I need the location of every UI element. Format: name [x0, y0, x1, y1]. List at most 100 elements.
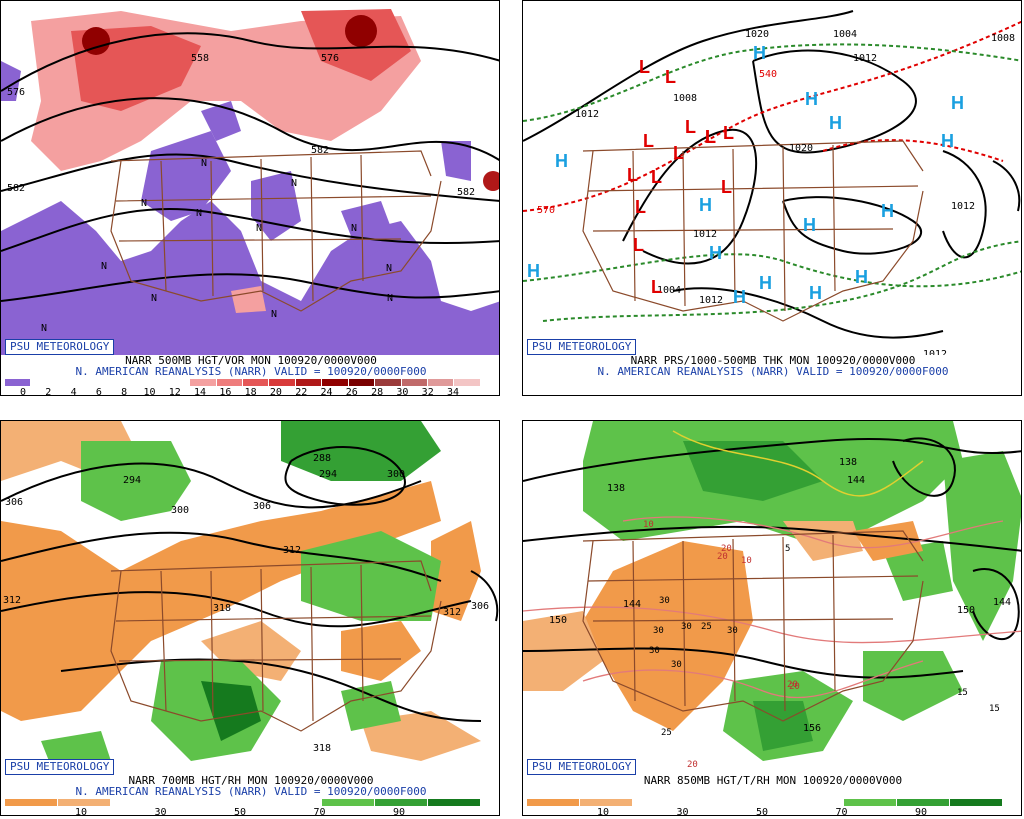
colorbar-tick: 30	[154, 807, 167, 816]
thickness-label: 540	[759, 69, 777, 80]
positive-vorticity-areas	[31, 9, 499, 313]
colorbar-tick: 10	[74, 807, 88, 816]
vorticity-marker: N	[196, 208, 202, 219]
colorbar-swatch	[190, 379, 217, 386]
contour-label: 582	[311, 145, 329, 156]
contour-label: 294	[123, 475, 141, 486]
colorbar-tick: 4	[70, 387, 77, 396]
colorbar-tick: 2	[45, 387, 52, 396]
height-label: 156	[803, 723, 821, 734]
temperature-label: 20	[717, 552, 728, 562]
isobar-label: 1012	[699, 295, 723, 306]
panel-subcaption: N. AMERICAN REANALYSIS (NARR) VALID = 10…	[597, 365, 949, 378]
high-marker: H	[527, 261, 540, 281]
isobar-label: 1012	[853, 53, 877, 64]
low-marker: L	[627, 165, 638, 185]
colorbar-swatch	[527, 799, 580, 806]
low-marker: L	[651, 167, 662, 187]
political-borders	[110, 150, 442, 312]
temperature-labels: 10 10 20 20 5 30 30 30 25 30 30 30 25 20…	[643, 520, 1000, 770]
contour-label: 576	[321, 53, 339, 64]
high-marker: H	[699, 195, 712, 215]
colorbar-tick: 6	[95, 387, 102, 396]
low-marker: L	[635, 197, 646, 217]
height-labels: 138 138 144 150 150 144 156 144	[549, 457, 1011, 734]
contour-label: 576	[7, 87, 25, 98]
high-marker: H	[829, 113, 842, 133]
rh-colorbar	[5, 799, 482, 806]
colorbar-swatch	[428, 799, 482, 806]
contour-labels: 306 294 300 306 312 318 312 312 318 300 …	[3, 453, 489, 754]
temperature-label: 30	[649, 646, 660, 656]
colorbar-tick: 90	[914, 807, 928, 816]
colorbar-tick: 34	[446, 387, 460, 396]
psu-meteorology-badge: PSU METEOROLOGY	[527, 759, 637, 775]
vorticity-marker: N	[271, 309, 277, 320]
isobar-label: 1004	[833, 29, 857, 40]
colorbar-swatch	[375, 799, 429, 806]
political-borders	[110, 560, 442, 732]
contour-label: 300	[171, 505, 189, 516]
temperature-label: 30	[659, 596, 670, 606]
vorticity-marker: N	[41, 323, 47, 334]
isobar-label: 1012	[575, 109, 599, 120]
colorbar-tick: 8	[121, 387, 128, 396]
colorbar-swatch	[57, 379, 85, 386]
high-marker: H	[951, 93, 964, 113]
colorbar-swatch	[375, 379, 402, 386]
high-marker: H	[941, 131, 954, 151]
colorbar-swatch	[454, 379, 481, 386]
height-label: 150	[957, 605, 975, 616]
high-marker: H	[809, 283, 822, 303]
map-pressure-thickness: 1020 1004 1012 1012 1008 1020 1008 1012 …	[523, 1, 1021, 355]
colorbar-swatch	[791, 799, 845, 806]
colorbar-tick: 20	[269, 387, 282, 396]
high-marker: H	[759, 273, 772, 293]
isobars	[523, 10, 1021, 339]
height-contours	[1, 32, 499, 302]
temperature-label: 20	[687, 760, 698, 770]
colorbar-swatch	[242, 379, 270, 386]
isobar-label: 1008	[673, 93, 697, 104]
contour-label: 306	[253, 501, 271, 512]
panel-700mb-rh: 306 294 300 306 312 318 312 312 318 300 …	[0, 420, 500, 816]
temperature-label: 5	[785, 544, 790, 554]
low-marker: L	[705, 127, 716, 147]
zero-isotherm	[672, 430, 924, 497]
contour-label: 582	[457, 187, 475, 198]
contour-label: 306	[471, 601, 489, 612]
isobar-label: 1012	[923, 349, 947, 355]
contour-label: 558	[191, 53, 209, 64]
vorticity-marker: N	[201, 158, 207, 169]
low-marker: L	[643, 131, 654, 151]
colorbar-tick: 12	[168, 387, 181, 396]
high-marker: H	[881, 201, 894, 221]
vorticity-marker: N	[151, 293, 157, 304]
contour-label: 288	[313, 453, 331, 464]
colorbar-swatch	[322, 799, 376, 806]
temperature-label: 30	[681, 622, 692, 632]
colorbar-tick: 22	[295, 387, 308, 396]
low-marker: L	[721, 177, 732, 197]
height-contours	[1, 446, 499, 722]
temperature-label: 10	[741, 556, 752, 566]
height-label: 144	[623, 599, 641, 610]
colorbar-swatch	[216, 379, 243, 386]
map-700mb-rh: 306 294 300 306 312 318 312 312 318 300 …	[1, 421, 499, 775]
colorbar-tick: 32	[421, 387, 434, 396]
panel-subcaption: N. AMERICAN REANALYSIS (NARR) VALID = 10…	[75, 785, 427, 798]
temperature-label: 30	[727, 626, 738, 636]
colorbar-swatch	[579, 799, 633, 806]
temperature-label: 20	[789, 682, 800, 692]
colorbar-swatch	[738, 799, 792, 806]
high-marker: H	[805, 89, 818, 109]
low-marker: L	[665, 67, 676, 87]
contour-label: 312	[443, 607, 461, 618]
vorticity-colorbar	[5, 379, 481, 386]
isobar-label: 1012	[951, 201, 975, 212]
colorbar-swatch	[269, 799, 323, 806]
colorbar-swatch	[110, 799, 164, 806]
temperature-label: 25	[661, 728, 672, 738]
temperature-contours	[523, 516, 1021, 699]
colorbar-tick: 50	[755, 807, 769, 816]
